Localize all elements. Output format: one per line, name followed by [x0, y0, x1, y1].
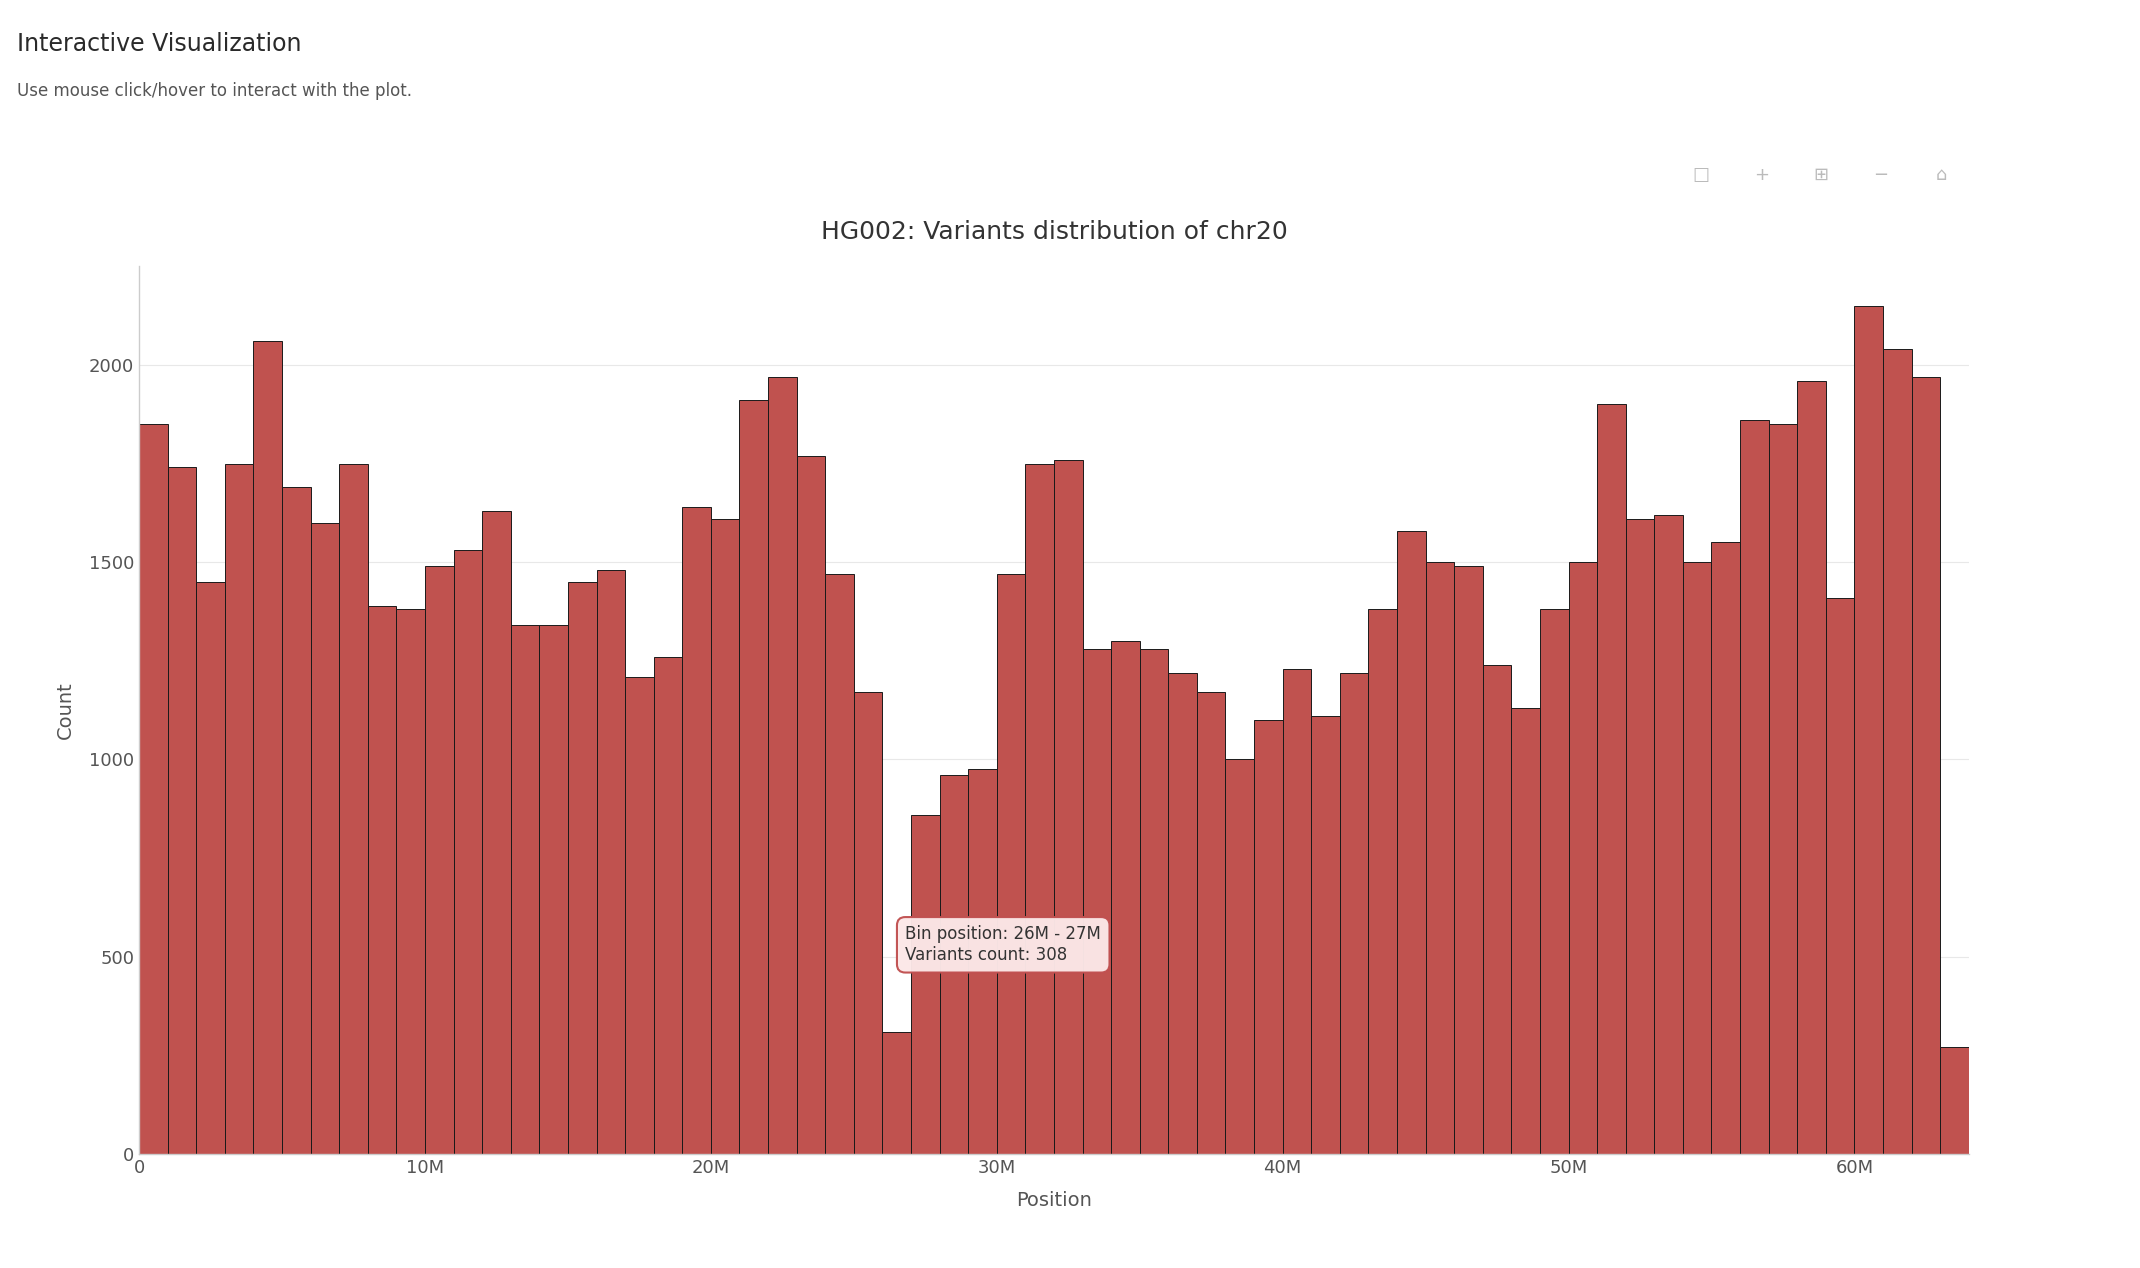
Text: Bin position: 26M - 27M
Variants count: 308: Bin position: 26M - 27M Variants count: … [905, 926, 1102, 964]
Bar [1911, 377, 1941, 1154]
Text: ⊞: ⊞ [1813, 166, 1830, 184]
Bar [167, 468, 197, 1154]
Bar [1340, 672, 1367, 1154]
Bar [1712, 543, 1740, 1154]
Bar [740, 401, 768, 1154]
Bar [310, 522, 340, 1154]
Bar [396, 610, 426, 1154]
Bar [1425, 562, 1455, 1154]
Bar [567, 582, 597, 1154]
Bar [1254, 720, 1282, 1154]
Bar [1941, 1047, 1969, 1154]
Bar [882, 1032, 912, 1154]
Bar [1541, 610, 1569, 1154]
Bar [282, 487, 310, 1154]
Bar [967, 770, 997, 1154]
Title: HG002: Variants distribution of chr20: HG002: Variants distribution of chr20 [820, 219, 1288, 243]
Bar [1111, 642, 1141, 1154]
Bar [340, 464, 368, 1154]
Bar [653, 657, 683, 1154]
Text: □: □ [1693, 166, 1710, 184]
Bar [426, 566, 454, 1154]
Bar [710, 519, 740, 1154]
Bar [1025, 464, 1055, 1154]
Bar [1626, 519, 1654, 1154]
Bar [1596, 404, 1626, 1154]
Bar [1282, 668, 1312, 1154]
Bar [139, 424, 167, 1154]
Bar [768, 377, 796, 1154]
Bar [1654, 515, 1682, 1154]
Bar [597, 571, 625, 1154]
Bar [1569, 562, 1596, 1154]
Bar [939, 775, 967, 1154]
Bar [368, 606, 396, 1154]
Y-axis label: Count: Count [56, 681, 75, 739]
Bar [511, 625, 539, 1154]
Bar [1196, 692, 1226, 1154]
Text: +: + [1753, 166, 1770, 184]
Text: Use mouse click/hover to interact with the plot.: Use mouse click/hover to interact with t… [17, 82, 413, 100]
Bar [625, 677, 653, 1154]
Bar [1168, 672, 1196, 1154]
Bar [683, 507, 710, 1154]
Bar [796, 455, 826, 1154]
Bar [1883, 349, 1911, 1154]
Bar [253, 341, 282, 1154]
Bar [1798, 380, 1825, 1154]
Bar [1055, 459, 1083, 1154]
Bar [1825, 597, 1855, 1154]
Bar [1397, 530, 1425, 1154]
Bar [454, 550, 482, 1154]
Bar [1855, 306, 1883, 1154]
Text: ⌂: ⌂ [1935, 166, 1947, 184]
Bar [1455, 566, 1483, 1154]
Bar [1083, 649, 1111, 1154]
Bar [826, 574, 854, 1154]
Bar [1768, 424, 1798, 1154]
X-axis label: Position: Position [1016, 1191, 1091, 1210]
Text: −: − [1872, 166, 1890, 184]
Bar [997, 574, 1025, 1154]
Bar [1483, 664, 1511, 1154]
Bar [1682, 562, 1712, 1154]
Bar [1226, 760, 1254, 1154]
Bar [1740, 420, 1768, 1154]
Bar [912, 814, 939, 1154]
Bar [1141, 649, 1168, 1154]
Bar [1367, 610, 1397, 1154]
Bar [225, 464, 253, 1154]
Bar [854, 692, 882, 1154]
Text: Interactive Visualization: Interactive Visualization [17, 32, 302, 56]
Bar [482, 511, 511, 1154]
Bar [197, 582, 225, 1154]
Bar [539, 625, 567, 1154]
Bar [1312, 716, 1340, 1154]
Bar [1511, 708, 1541, 1154]
